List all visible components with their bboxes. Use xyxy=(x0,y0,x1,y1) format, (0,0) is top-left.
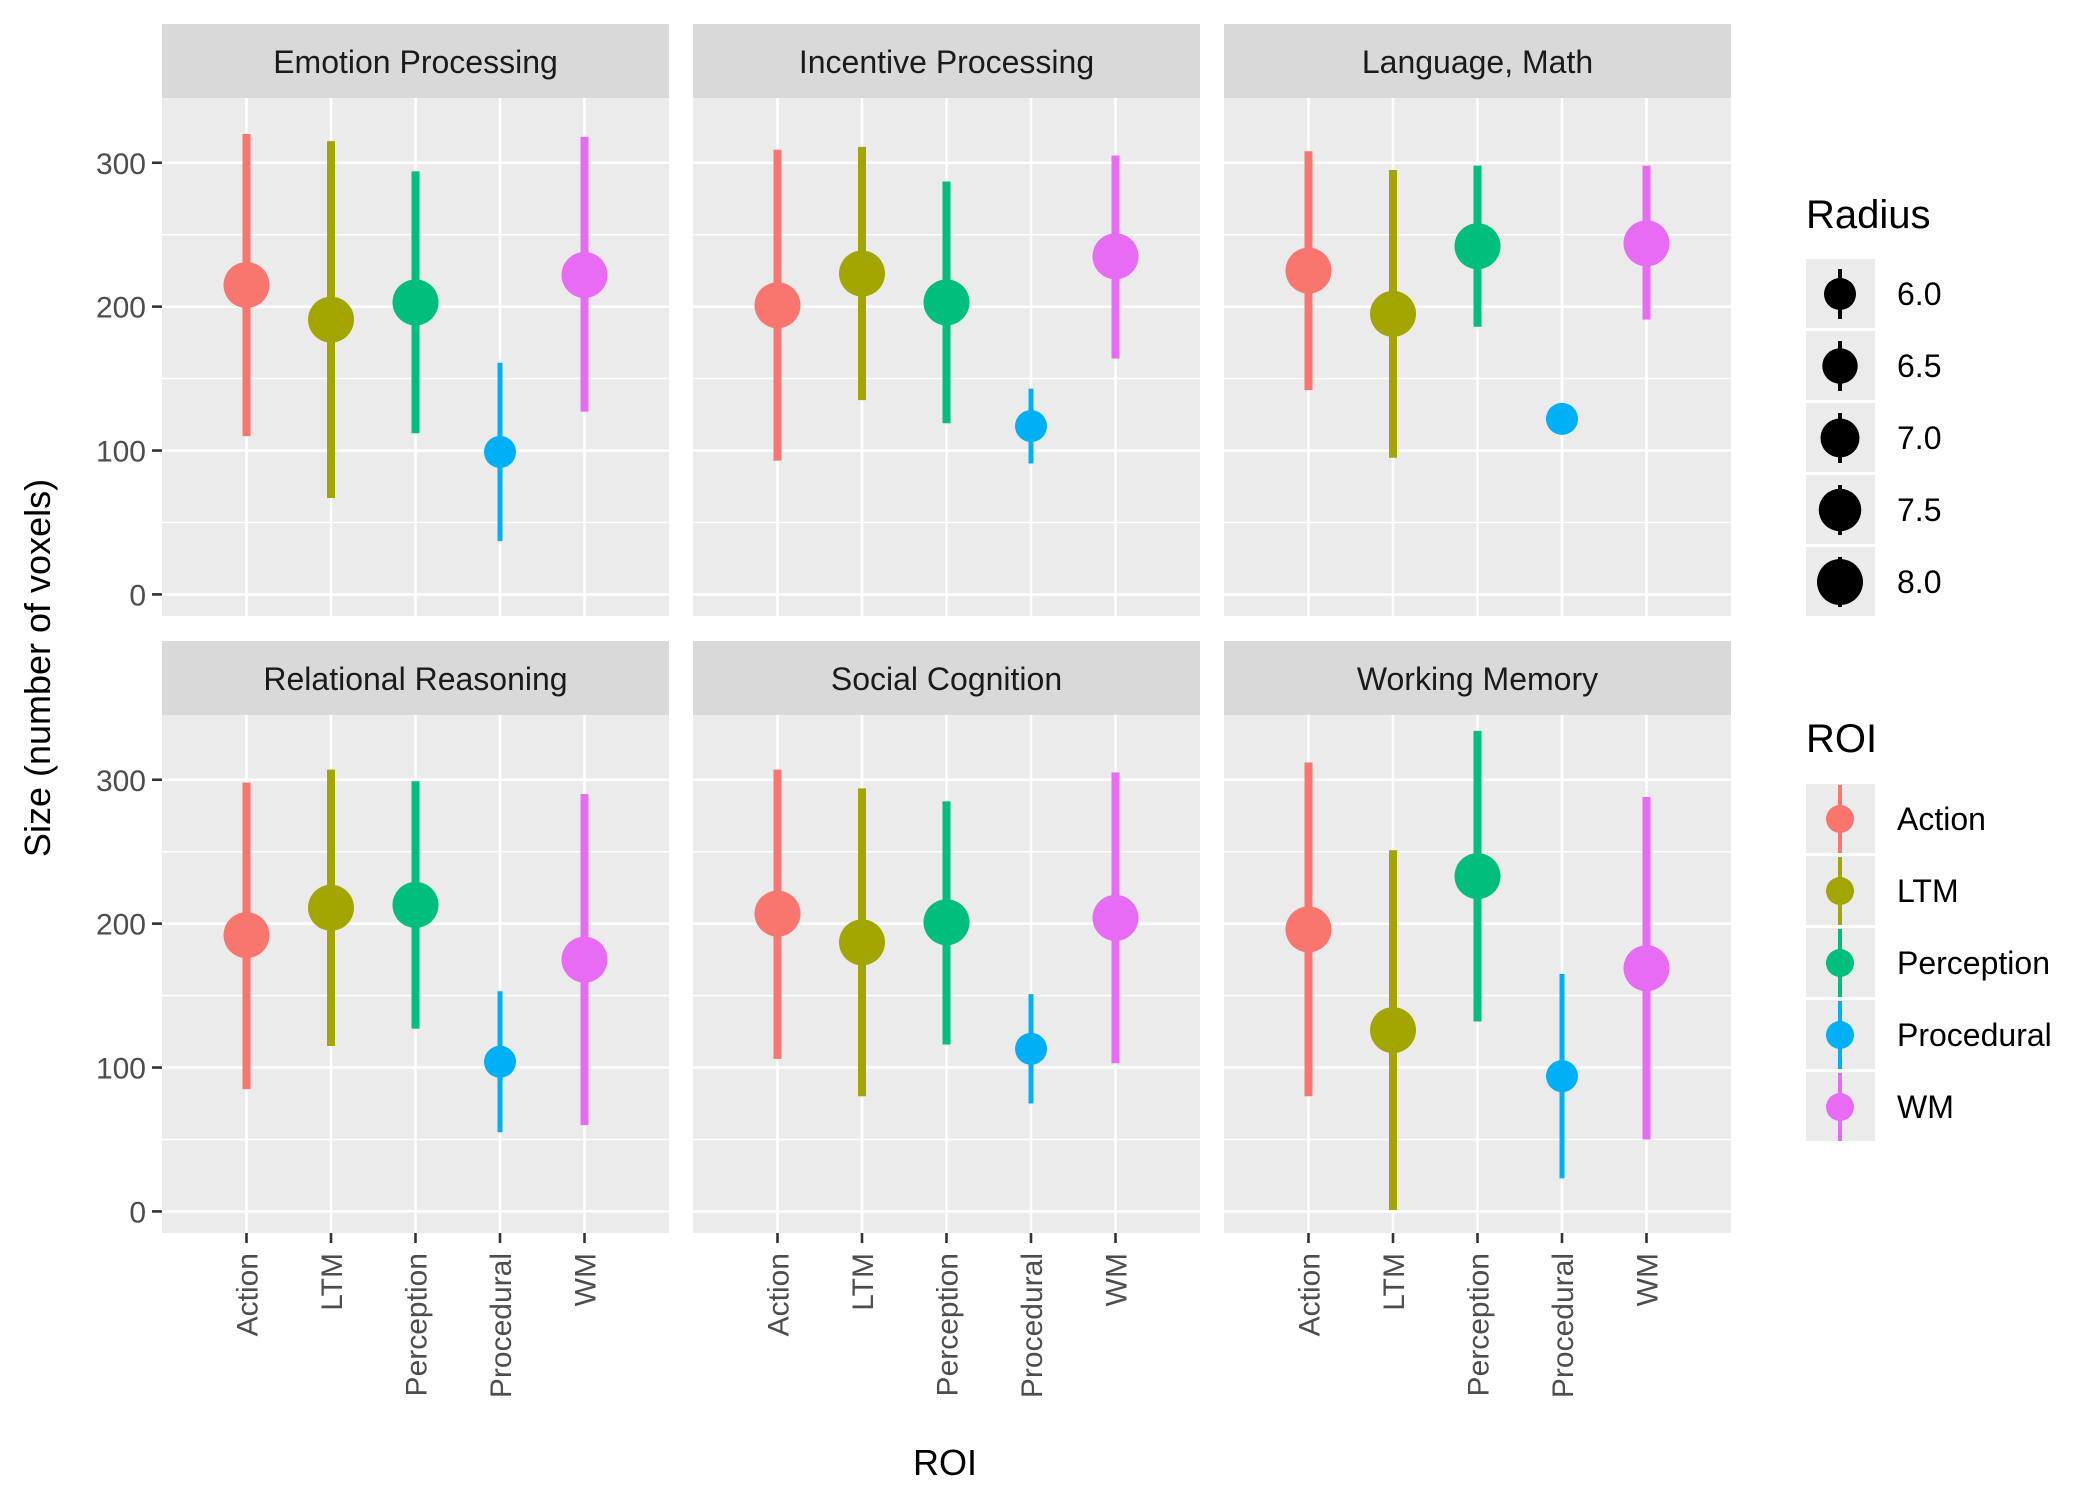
facet-panels: Emotion Processing 0 100 200 300 Incentive Pr… xyxy=(96,24,1731,1398)
facet-title: Working Memory xyxy=(1357,661,1598,697)
x-tick-label: Action xyxy=(763,1253,796,1336)
y-tick-label: 100 xyxy=(96,1053,146,1086)
legend-key-point xyxy=(1818,488,1862,532)
data-point xyxy=(1370,1007,1416,1054)
legend-label: 6.5 xyxy=(1897,348,1941,384)
data-point xyxy=(223,262,270,309)
legend-label: 7.5 xyxy=(1897,492,1941,528)
data-point xyxy=(1454,853,1501,900)
x-tick-label: Procedural xyxy=(1016,1253,1049,1398)
facet-title: Relational Reasoning xyxy=(263,661,567,697)
data-point xyxy=(392,279,439,326)
legend-label: LTM xyxy=(1897,873,1959,909)
data-point xyxy=(561,251,608,298)
legend-key-point xyxy=(1826,805,1854,833)
legend-key-point xyxy=(1826,877,1854,905)
data-point xyxy=(923,899,970,946)
data-point xyxy=(1285,247,1332,294)
legend-radius: Radius 6.0 6.5 7.0 7.5 8.0 xyxy=(1806,193,1941,616)
x-axis-title: ROI xyxy=(913,1442,977,1483)
data-point xyxy=(308,296,354,343)
data-point xyxy=(1092,233,1139,280)
data-point xyxy=(1092,894,1139,941)
data-point xyxy=(839,250,885,297)
data-point xyxy=(1454,223,1501,270)
facet-panel: Relational Reasoning 0 100 200 300 Action LTM P… xyxy=(96,641,669,1398)
facet-panel: Incentive Processing xyxy=(693,24,1200,616)
legend-key-point xyxy=(1817,559,1863,605)
data-point xyxy=(1546,402,1578,435)
facet-strip xyxy=(1224,24,1731,98)
y-tick-label: 300 xyxy=(96,148,146,181)
legend-title: Radius xyxy=(1806,193,1931,237)
data-point xyxy=(392,881,439,928)
x-tick-label: LTM xyxy=(316,1253,349,1311)
data-point xyxy=(754,890,801,937)
facet-panel: Language, Math xyxy=(1224,24,1731,616)
facet-strip xyxy=(162,24,669,98)
y-tick-label: 0 xyxy=(129,1196,146,1229)
legend-label: Action xyxy=(1897,801,1986,837)
facet-strip xyxy=(1224,641,1731,715)
data-point xyxy=(1015,410,1047,443)
y-tick-label: 200 xyxy=(96,292,146,325)
legend-key-point xyxy=(1826,1093,1854,1121)
data-point xyxy=(484,435,516,468)
y-axis-title: Size (number of voxels) xyxy=(17,479,58,857)
data-point xyxy=(1285,906,1332,953)
x-tick-label: WM xyxy=(1101,1253,1134,1306)
y-tick-label: 200 xyxy=(96,909,146,942)
legend-key-point xyxy=(1820,418,1860,458)
legend-key-point xyxy=(1826,949,1854,977)
data-point xyxy=(1370,290,1416,337)
legend-label: 7.0 xyxy=(1897,420,1941,456)
x-tick-label: Procedural xyxy=(1547,1253,1580,1398)
data-point xyxy=(1623,220,1670,267)
facet-strip xyxy=(693,24,1200,98)
x-tick-label: Procedural xyxy=(485,1253,518,1398)
facet-title: Incentive Processing xyxy=(799,44,1094,80)
x-tick-label: Perception xyxy=(401,1253,434,1396)
facet-panel: Working Memory Action LTM Perception Procedu… xyxy=(1224,641,1731,1398)
y-tick-label: 100 xyxy=(96,436,146,469)
y-tick-label: 300 xyxy=(96,765,146,798)
legend-label: Perception xyxy=(1897,945,2050,981)
data-point xyxy=(1546,1060,1578,1093)
data-point xyxy=(561,936,608,983)
data-point xyxy=(1623,945,1670,992)
data-point xyxy=(484,1045,516,1078)
legend-label: Procedural xyxy=(1897,1017,2052,1053)
legend-label: 6.0 xyxy=(1897,276,1941,312)
x-tick-label: WM xyxy=(1632,1253,1665,1306)
facet-panel: Social Cognition Action LTM Perception Proce… xyxy=(693,641,1200,1398)
data-point xyxy=(1015,1032,1047,1065)
x-tick-label: Perception xyxy=(932,1253,965,1396)
legend-title: ROI xyxy=(1806,717,1877,761)
facet-title: Social Cognition xyxy=(831,661,1062,697)
legend-key-point xyxy=(1824,278,1856,310)
legend-key-point xyxy=(1822,348,1858,384)
facet-title: Emotion Processing xyxy=(273,44,558,80)
data-point xyxy=(839,919,885,966)
x-tick-label: Action xyxy=(1294,1253,1327,1336)
y-tick-label: 0 xyxy=(129,579,146,612)
legend-key-point xyxy=(1826,1021,1854,1049)
x-tick-label: Perception xyxy=(1463,1253,1496,1396)
facet-panel: Emotion Processing 0 100 200 300 xyxy=(96,24,669,616)
x-tick-label: Action xyxy=(232,1253,265,1336)
data-point xyxy=(754,282,801,329)
legend-roi: ROI Action LTM Perception Procedural WM xyxy=(1806,717,2052,1141)
data-point xyxy=(223,912,270,959)
facet-strip xyxy=(693,641,1200,715)
facet-strip xyxy=(162,641,669,715)
data-point xyxy=(923,279,970,326)
x-tick-label: LTM xyxy=(847,1253,880,1311)
legend-label: WM xyxy=(1897,1089,1954,1125)
data-point xyxy=(308,884,354,931)
facet-title: Language, Math xyxy=(1362,44,1593,80)
legend-label: 8.0 xyxy=(1897,564,1941,600)
x-tick-label: WM xyxy=(570,1253,603,1306)
x-tick-label: LTM xyxy=(1378,1253,1411,1311)
